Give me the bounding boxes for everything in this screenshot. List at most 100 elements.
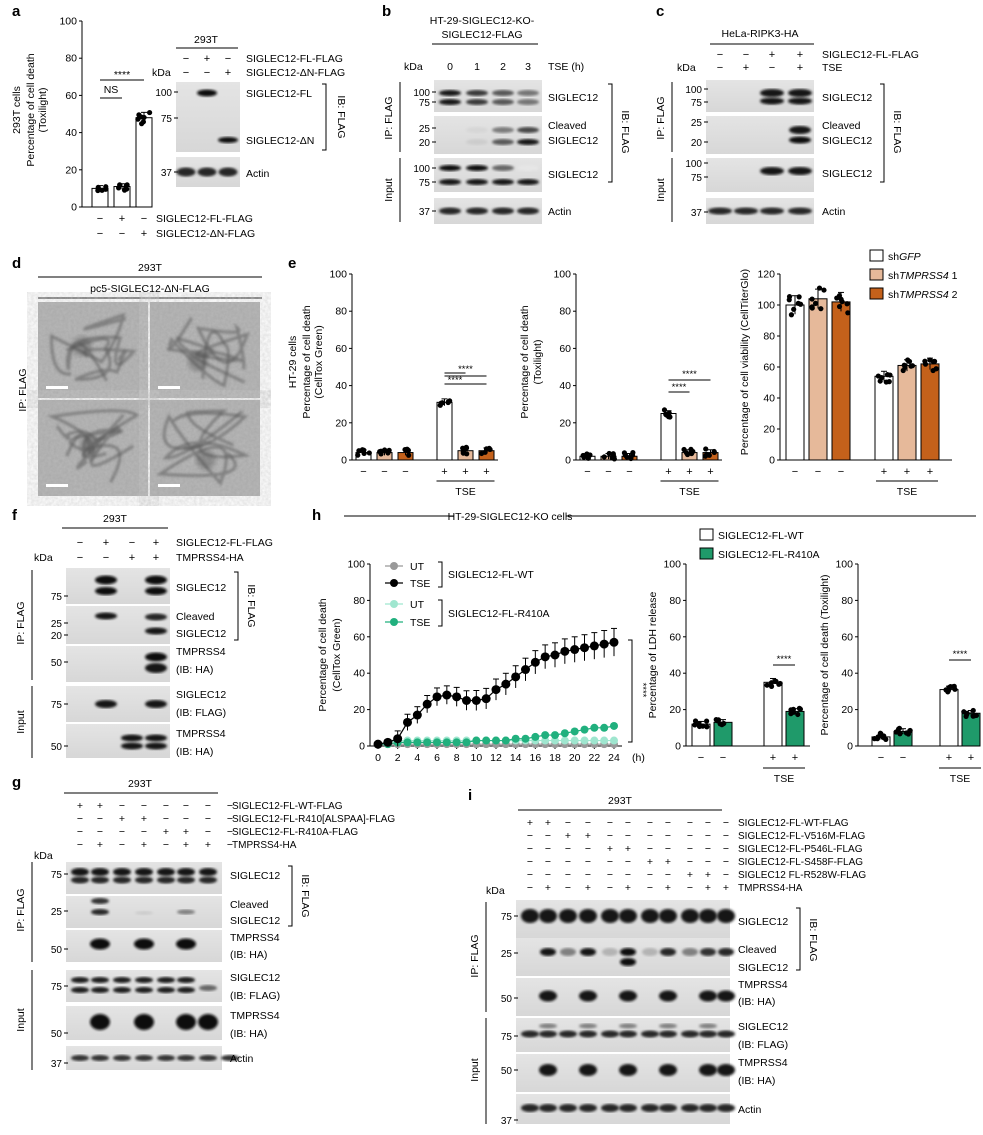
- f-band-input-tm: [121, 742, 143, 750]
- data-point: [601, 454, 607, 460]
- g-sign: +: [183, 826, 189, 838]
- e1-sign: −: [381, 466, 387, 478]
- i-sign: +: [705, 882, 711, 894]
- e-legend-label: shGFP: [888, 251, 921, 263]
- f-label: (IB: FLAG): [176, 707, 226, 719]
- bar: [660, 413, 677, 461]
- b-time: 2: [500, 61, 506, 73]
- i-label: Actin: [738, 1104, 762, 1116]
- i-sign: −: [527, 856, 533, 868]
- e-legend-label: shTMPRSS4 2: [888, 289, 958, 301]
- data-point: [836, 303, 843, 310]
- e-legend-swatch: [869, 287, 884, 300]
- data-point: [684, 451, 691, 458]
- g-sign: −: [119, 839, 125, 851]
- g-kda: kDa: [34, 850, 53, 862]
- i-sign: +: [585, 830, 591, 842]
- i-band-tm-input: [619, 1064, 637, 1076]
- g-band-input: [177, 977, 195, 983]
- h-data-point: [590, 736, 599, 745]
- data-point: [768, 680, 774, 686]
- e2-sign: −: [626, 466, 632, 478]
- e2-ylabel: (Toxilight): [532, 340, 544, 385]
- a-ylabel: (Toxilight): [37, 88, 49, 133]
- h-data-point: [373, 739, 383, 749]
- a-row2-sign: −: [97, 228, 103, 240]
- h-data-point: [589, 641, 599, 651]
- data-point: [875, 373, 881, 379]
- panel-letter-d: d: [12, 255, 21, 272]
- y-tick-label: 0: [565, 455, 571, 467]
- h-data-point: [531, 732, 540, 741]
- i-row-label: SIGLEC12-FL-WT-FLAG: [738, 818, 849, 829]
- data-point: [463, 444, 469, 450]
- data-point: [795, 711, 801, 718]
- mw-marker: 37: [419, 207, 431, 218]
- i-band-tm: [539, 990, 557, 1002]
- data-point: [952, 686, 958, 692]
- b-blot-input1: [434, 158, 542, 192]
- data-point: [690, 448, 696, 455]
- data-point: [901, 362, 907, 368]
- c-kda: kDa: [677, 62, 696, 74]
- g-band-cleaved: [91, 909, 109, 915]
- g-label: Cleaved: [230, 899, 269, 911]
- b-band: [492, 99, 514, 105]
- y-tick-label: 60: [65, 90, 77, 102]
- f-band: [95, 575, 117, 585]
- g-label: (IB: HA): [230, 949, 267, 961]
- i-sign: +: [647, 856, 653, 868]
- c-ip: IP: FLAG: [655, 96, 667, 139]
- data-point: [103, 184, 109, 190]
- i-sign: −: [687, 830, 693, 842]
- a-sig-star: ****: [114, 69, 130, 81]
- h-data-point: [600, 723, 609, 732]
- h-data-point: [472, 736, 481, 745]
- g-label: Actin: [230, 1053, 254, 1065]
- y-tick-label: 100: [757, 300, 775, 312]
- a-band-dn: [218, 137, 238, 143]
- c-ib: IB: FLAG: [891, 110, 903, 153]
- g-band-input: [135, 977, 153, 983]
- h-data-point: [491, 685, 501, 695]
- h-y-tick-label: 0: [359, 741, 365, 753]
- i-sign: −: [665, 830, 671, 842]
- data-point: [788, 312, 795, 318]
- panel-letter-h: h: [312, 507, 321, 524]
- em-filament: [155, 413, 237, 486]
- data-point: [667, 414, 673, 420]
- i-sign: −: [585, 869, 591, 881]
- data-point: [622, 452, 628, 458]
- g-band: [91, 876, 109, 884]
- i-sign: −: [585, 843, 591, 855]
- g-ib-bracket: [288, 865, 293, 927]
- g-sign: −: [77, 839, 83, 851]
- mw-marker: 100: [685, 159, 702, 170]
- em-filament: [50, 312, 127, 376]
- h-data-point: [412, 710, 422, 720]
- y-tick-label: 100: [663, 559, 681, 571]
- i-band-input: [699, 1023, 717, 1029]
- i-band-input: [579, 1030, 597, 1038]
- a-band-actin: [218, 167, 238, 177]
- i-band-actin: [619, 1104, 637, 1112]
- i-label: (IB: HA): [738, 996, 775, 1008]
- data-point: [117, 182, 123, 188]
- a-blot-sign: −: [183, 67, 189, 79]
- i-band: [521, 909, 539, 923]
- f-ib: IB: FLAG: [245, 584, 257, 627]
- a-blot-sign: +: [204, 53, 210, 65]
- h-data-point: [423, 738, 432, 747]
- g-band-input: [177, 987, 195, 993]
- e3-xlabel: TSE: [897, 486, 917, 498]
- data-point: [611, 456, 617, 462]
- mw-marker: 50: [51, 945, 63, 956]
- data-point: [786, 297, 792, 303]
- bar: [436, 401, 453, 461]
- c-input: Input: [655, 178, 667, 201]
- i-sign: −: [705, 817, 711, 829]
- i-sign: −: [607, 869, 613, 881]
- data-point: [877, 378, 883, 384]
- h-data-point: [590, 723, 599, 732]
- b-time: 1: [474, 61, 480, 73]
